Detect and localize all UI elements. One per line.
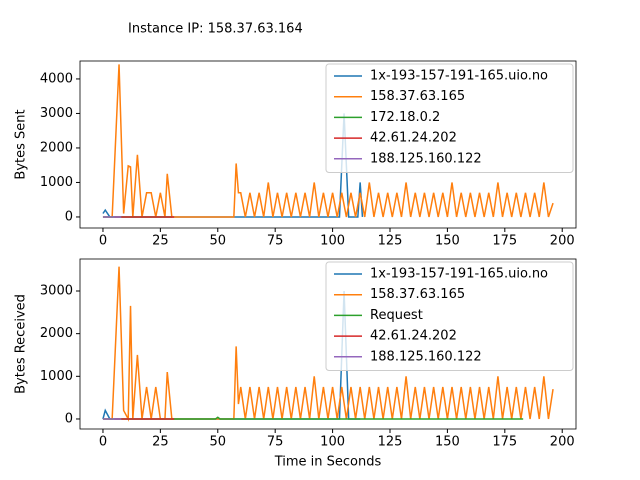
chart-title: Instance IP: 158.37.63.164 xyxy=(128,22,303,37)
plot-frame xyxy=(79,60,577,229)
x-tick-label: 200 xyxy=(550,435,575,450)
x-tick-label: 100 xyxy=(320,234,345,249)
legend-box xyxy=(325,63,574,173)
y-axis-label: Bytes Sent xyxy=(14,109,29,179)
x-tick-label: 100 xyxy=(320,435,345,450)
legend-box xyxy=(325,261,574,371)
y-tick-label: 4000 xyxy=(40,71,73,86)
x-tick-label: 50 xyxy=(210,234,227,249)
x-tick-label: 125 xyxy=(378,234,403,249)
x-tick-label: 150 xyxy=(435,435,460,450)
x-tick-label: 50 xyxy=(210,435,227,450)
legend-label: 188.125.160.122 xyxy=(370,349,482,364)
plot-frame xyxy=(79,258,577,430)
series-line xyxy=(102,266,554,422)
legend-label: 172.18.0.2 xyxy=(370,110,440,125)
y-tick-label: 3000 xyxy=(40,283,73,298)
series-line xyxy=(102,64,554,218)
x-tick-label: 75 xyxy=(267,234,284,249)
y-tick-label: 2000 xyxy=(40,326,73,341)
legend-label: 1x-193-157-191-165.uio.no xyxy=(370,267,548,282)
x-tick-label: 25 xyxy=(152,234,169,249)
series-line xyxy=(102,113,364,218)
x-tick-label: 75 xyxy=(267,435,284,450)
legend-label: 42.61.24.202 xyxy=(370,329,457,344)
x-tick-label: 0 xyxy=(99,234,107,249)
y-tick-label: 1000 xyxy=(40,175,73,190)
x-tick-label: 125 xyxy=(378,435,403,450)
y-tick-label: 0 xyxy=(65,209,73,224)
legend-label: 42.61.24.202 xyxy=(370,131,457,146)
x-axis-label: Time in Seconds xyxy=(274,455,382,470)
series-line xyxy=(102,416,524,420)
x-tick-label: 150 xyxy=(435,234,460,249)
y-tick-label: 1000 xyxy=(40,369,73,384)
legend-label: 1x-193-157-191-165.uio.no xyxy=(370,69,548,84)
x-tick-label: 0 xyxy=(99,435,107,450)
y-tick-label: 0 xyxy=(65,411,73,426)
x-tick-label: 25 xyxy=(152,435,169,450)
x-tick-label: 175 xyxy=(492,234,517,249)
legend-label: 188.125.160.122 xyxy=(370,151,482,166)
legend-label: 158.37.63.165 xyxy=(370,89,465,104)
legend-label: Request xyxy=(370,308,423,323)
y-tick-label: 2000 xyxy=(40,140,73,155)
y-axis-label: Bytes Received xyxy=(14,294,29,394)
x-tick-label: 200 xyxy=(550,234,575,249)
y-tick-label: 3000 xyxy=(40,106,73,121)
x-tick-label: 175 xyxy=(492,435,517,450)
legend-label: 158.37.63.165 xyxy=(370,287,465,302)
